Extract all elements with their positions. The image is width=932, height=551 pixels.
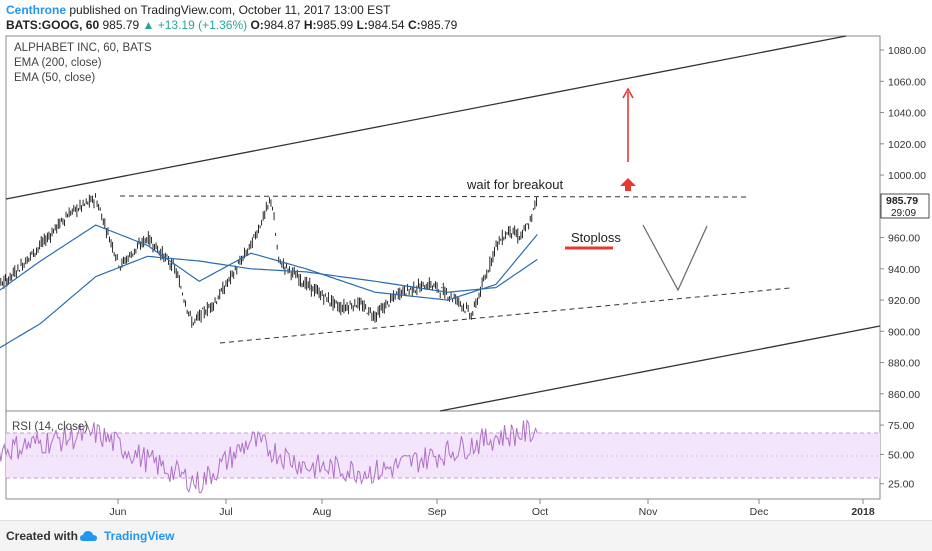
ema-200-line[interactable] <box>0 255 538 362</box>
rsi-axis[interactable]: 25.00 50.00 75.00 <box>880 420 914 491</box>
tradingview-logo[interactable]: TradingView <box>80 529 175 543</box>
price-tick-label: 920.00 <box>888 295 920 307</box>
high-label: H: <box>303 18 317 32</box>
price-tick-label: 960.00 <box>888 233 920 245</box>
rsi-tick-label: 75.00 <box>888 420 914 432</box>
breakout-annotation: wait for breakout <box>466 177 563 192</box>
footer-bar: Created with TradingView <box>0 520 932 551</box>
author-link[interactable]: Centhrone <box>6 3 66 17</box>
breakout-arrow-icon <box>620 178 636 191</box>
close-label: C: <box>407 18 421 32</box>
price-tick-label: 880.00 <box>888 358 920 370</box>
price-pane-frame <box>5 35 881 412</box>
last-price-label: 985.79 <box>886 195 918 207</box>
ema-50-line[interactable] <box>0 224 538 308</box>
price-tick-label: 1020.00 <box>888 139 926 151</box>
legend-title: ALPHABET INC, 60, BATS <box>14 42 152 54</box>
low-label: L: <box>356 18 368 32</box>
stoploss-annotation: Stoploss <box>571 230 621 245</box>
legend-ema50[interactable]: EMA (50, close) <box>14 72 96 84</box>
rsi-tick-label: 25.00 <box>888 479 914 491</box>
last-price: 985.79 <box>102 18 140 32</box>
resistance-line[interactable] <box>119 195 751 198</box>
price-tick-label: 1060.00 <box>888 76 926 88</box>
last-price-box <box>880 193 930 219</box>
price-tick-label: 1080.00 <box>888 45 926 57</box>
price-axis[interactable]: 860.00880.00900.00920.00940.00960.00980.… <box>880 45 926 401</box>
price-change: ▲ +13.19 (+1.36%) <box>142 18 248 32</box>
time-tick-label: Dec <box>750 506 769 518</box>
publish-line: Centhrone published on TradingView.com, … <box>6 2 390 18</box>
lower-channel-line[interactable] <box>439 325 881 412</box>
projection-path[interactable] <box>642 224 708 292</box>
close-value: 985.79 <box>420 18 458 32</box>
quote-line: BATS:GOOG, 60 985.79 ▲ +13.19 (+1.36%) O… <box>6 17 457 33</box>
price-tick-label: 940.00 <box>888 264 920 276</box>
price-chart[interactable]: wait for breakout Stoploss 860.00 880.00 9… <box>0 0 932 520</box>
price-tick-label: 1000.00 <box>888 170 926 182</box>
high-value: 985.99 <box>316 18 354 32</box>
low-value: 984.54 <box>367 18 405 32</box>
tradingview-cloud-icon <box>80 531 97 541</box>
upper-channel-line[interactable] <box>5 35 847 200</box>
time-tick-label: Nov <box>639 506 658 518</box>
symbol: BATS:GOOG, 60 <box>6 18 100 32</box>
time-axis[interactable]: Jun Jul Aug Sep Oct Nov Dec 2018 <box>110 499 875 518</box>
time-tick-label: Oct <box>532 506 548 518</box>
publish-info: published on TradingView.com, October 11… <box>69 3 391 17</box>
open-label: O: <box>250 18 264 32</box>
rsi-tick-label: 50.00 <box>888 449 914 461</box>
legend-ema200[interactable]: EMA (200, close) <box>14 57 102 69</box>
rsi-line[interactable] <box>0 419 538 494</box>
price-tick-label: 900.00 <box>888 326 920 338</box>
time-tick-label: Jun <box>110 506 127 518</box>
candle-countdown: 29:09 <box>891 208 916 219</box>
legend-rsi[interactable]: RSI (14, close) <box>12 421 89 433</box>
brand-label: TradingView <box>104 529 175 543</box>
time-tick-label: Sep <box>428 506 447 518</box>
time-tick-label: Jul <box>219 506 232 518</box>
support-line[interactable] <box>219 287 791 344</box>
time-tick-label: 2018 <box>851 506 875 518</box>
price-tick-label: 860.00 <box>888 389 920 401</box>
price-tick-label: 1040.00 <box>888 108 926 120</box>
target-arrow-head <box>622 87 634 99</box>
open-value: 984.87 <box>263 18 301 32</box>
created-with-label: Created with <box>6 529 79 543</box>
time-tick-label: Aug <box>313 506 332 518</box>
price-candles <box>0 193 537 328</box>
